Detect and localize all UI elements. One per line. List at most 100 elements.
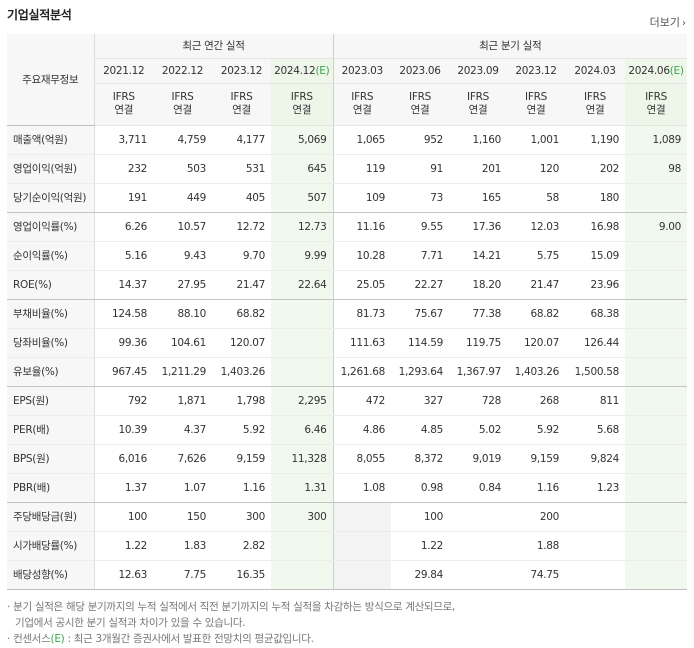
table-cell: 10.39: [94, 415, 153, 445]
table-cell: [271, 531, 334, 561]
table-cell: 104.61: [153, 328, 212, 358]
table-cell: 14.37: [94, 270, 153, 300]
table-cell: 1.88: [507, 531, 565, 561]
row-label: 부채비율(%): [7, 299, 95, 329]
table-cell: 73: [391, 183, 449, 213]
table-cell: [271, 560, 334, 590]
table-cell: 645: [271, 154, 334, 184]
table-cell: 1,293.64: [391, 357, 449, 387]
footnote-1-text: 분기 실적은 해당 분기까지의 누적 실적에서 직전 분기까지의 누적 실적을 …: [13, 601, 456, 613]
table-cell: 4.37: [153, 415, 212, 445]
table-cell: 3,711: [94, 125, 153, 155]
row-header-label: 주요재무정보: [7, 34, 95, 126]
table-row: 배당성향(%) 12.63 7.75 16.35 29.84 74.75: [7, 560, 688, 590]
table-row: PBR(배) 1.37 1.07 1.16 1.31 1.08 0.98 0.84 1.16 1.…: [7, 473, 688, 503]
table-cell: 1,871: [153, 386, 212, 416]
table-cell: 5,069: [271, 125, 334, 155]
table-cell: 9.99: [271, 241, 334, 271]
ifrs-badge: IFRS 연결: [449, 83, 507, 126]
table-cell: 1,211.29: [153, 357, 212, 387]
period-header: 2021.12: [94, 57, 153, 84]
table-cell: 1,261.68: [333, 357, 391, 387]
table-cell: [625, 560, 688, 590]
table-cell: 1.16: [212, 473, 271, 503]
ifrs-badge: IFRS 연결: [333, 83, 391, 126]
row-label: BPS(원): [7, 444, 95, 474]
period-header: 2023.12: [507, 57, 565, 84]
table-cell: 114.59: [391, 328, 449, 358]
table-cell: 9.55: [391, 212, 449, 242]
table-cell: [565, 502, 625, 532]
table-cell: [625, 444, 688, 474]
table-cell: 21.47: [507, 270, 565, 300]
table-cell: 109: [333, 183, 391, 213]
table-cell: 7,626: [153, 444, 212, 474]
table-cell: 12.03: [507, 212, 565, 242]
table-cell: 22.64: [271, 270, 334, 300]
table-cell: 792: [94, 386, 153, 416]
table-cell: 81.73: [333, 299, 391, 329]
chevron-right-icon: ›: [682, 18, 686, 29]
table-cell: 29.84: [391, 560, 449, 590]
table-cell: 4,177: [212, 125, 271, 155]
row-label: 순이익률(%): [7, 241, 95, 271]
row-label: 매출액(억원): [7, 125, 95, 155]
table-cell: 2,295: [271, 386, 334, 416]
table-cell: 1,500.58: [565, 357, 625, 387]
table-row: PER(배) 10.39 4.37 5.92 6.46 4.86 4.85 5.02 5.92 5…: [7, 415, 688, 445]
table-row: 당좌비율(%) 99.36 104.61 120.07 111.63 114.59 119.…: [7, 328, 688, 358]
table-cell: 111.63: [333, 328, 391, 358]
row-label: 시가배당률(%): [7, 531, 95, 561]
table-cell: [565, 560, 625, 590]
table-cell: 1.16: [507, 473, 565, 503]
table-row: 영업이익(억원) 232 503 531 645 119 91 201 120 202 98: [7, 154, 688, 184]
table-cell: 1.37: [94, 473, 153, 503]
table-cell: 405: [212, 183, 271, 213]
table-cell: [449, 531, 507, 561]
table-cell: 11,328: [271, 444, 334, 474]
table-row: EPS(원) 792 1,871 1,798 2,295 472 327 728 268 811: [7, 386, 688, 416]
row-label: PER(배): [7, 415, 95, 445]
table-cell: 449: [153, 183, 212, 213]
footnote-1: · 분기 실적은 해당 분기까지의 누적 실적에서 직전 분기까지의 누적 실적…: [7, 601, 456, 613]
more-link[interactable]: 더보기 ›: [650, 14, 686, 30]
table-cell: 1,403.26: [507, 357, 565, 387]
table-cell: 8,372: [391, 444, 449, 474]
table-cell: 1.22: [94, 531, 153, 561]
footnote-2-text: : 최근 3개월간 증권사에서 발표한 전망치의 평균값입니다.: [67, 633, 314, 645]
row-label: 영업이익(억원): [7, 154, 95, 184]
table-cell: 10.57: [153, 212, 212, 242]
table-cell: 811: [565, 386, 625, 416]
table-cell: 5.92: [212, 415, 271, 445]
table-cell: 23.96: [565, 270, 625, 300]
table-cell: [625, 531, 688, 561]
table-cell: [625, 270, 688, 300]
table-cell: 91: [391, 154, 449, 184]
table-cell: 77.38: [449, 299, 507, 329]
table-cell: 728: [449, 386, 507, 416]
table-cell: 150: [153, 502, 212, 532]
table-cell: [625, 241, 688, 271]
table-cell: 9.00: [625, 212, 688, 242]
table-cell: [449, 502, 507, 532]
row-label: PBR(배): [7, 473, 95, 503]
table-cell: [271, 357, 334, 387]
period-header: 2024.03: [565, 57, 625, 84]
footnote-1-cont: 기업에서 공시한 분기 실적과 차이가 있을 수 있습니다.: [15, 617, 246, 629]
table-cell: 952: [391, 125, 449, 155]
table-cell: 191: [94, 183, 153, 213]
table-cell: [625, 502, 688, 532]
table-cell: 7.75: [153, 560, 212, 590]
table-cell: 119.75: [449, 328, 507, 358]
table-cell: 165: [449, 183, 507, 213]
table-cell: 9,159: [507, 444, 565, 474]
table-cell: 16.35: [212, 560, 271, 590]
table-cell: 120.07: [212, 328, 271, 358]
table-cell: [625, 357, 688, 387]
table-row: 당기순이익(억원) 191 449 405 507 109 73 165 58 180: [7, 183, 688, 213]
table-cell: 17.36: [449, 212, 507, 242]
table-cell: 1.22: [391, 531, 449, 561]
period-header: 2023.12: [212, 57, 271, 84]
table-cell: 232: [94, 154, 153, 184]
row-label: 주당배당금(원): [7, 502, 95, 532]
